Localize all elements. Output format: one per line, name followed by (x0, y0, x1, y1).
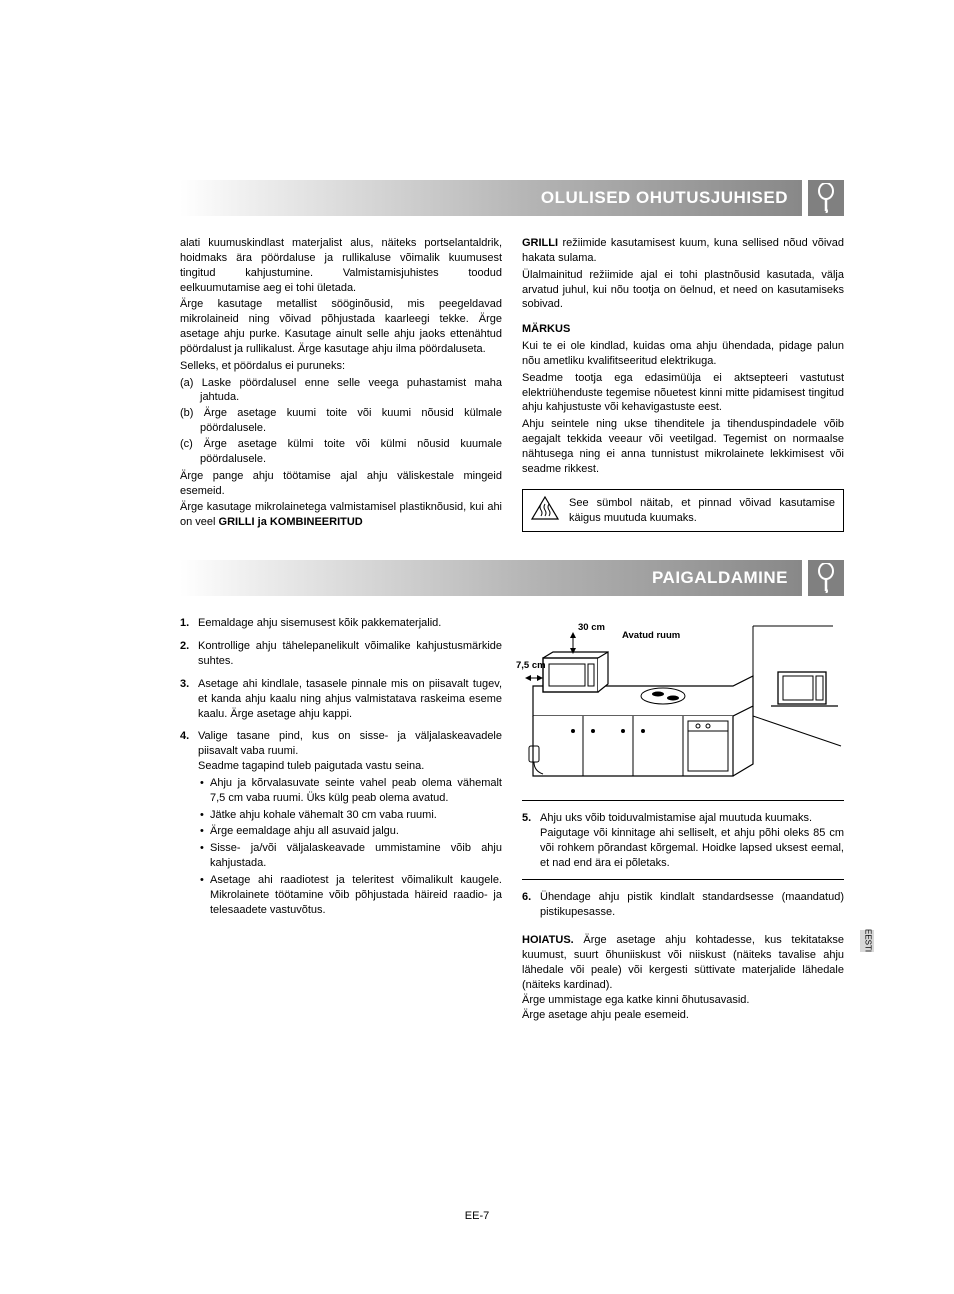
header-gradient: OLULISED OHUTUSJUHISED (180, 180, 802, 216)
text: Valige tasane pind, kus on sisse- ja väl… (198, 730, 502, 757)
list-item: (a) Laske pöördalusel enne selle veega p… (180, 376, 502, 406)
safety-col-right: GRILLI režiimide kasutamisest kuum, kuna… (522, 236, 844, 532)
spoon-icon (814, 563, 838, 593)
bullet: •Jätke ahju kohale vähemalt 30 cm vaba r… (198, 808, 502, 823)
install-columns: 1. Eemaldage ahju sisemusest kõik pakkem… (180, 616, 844, 1022)
bullet: •Sisse- ja/või väljalaskeavade ummistami… (198, 841, 502, 871)
language-tab: EESTI (860, 930, 874, 952)
installation-diagram: 30 cm Avatud ruum 7,5 cm (522, 616, 844, 786)
bullet: •Ärge eemaldage ahju all asuvaid jalgu. (198, 824, 502, 839)
bold-text: HOIATUS. (522, 934, 574, 946)
list-item: 1. Eemaldage ahju sisemusest kõik pakkem… (180, 616, 502, 631)
para: alati kuumuskindlast materjalist alus, n… (180, 236, 502, 295)
diagram-label-open: Avatud ruum (622, 630, 680, 643)
bullet-text: Sisse- ja/või väljalaskeavade ummistamin… (210, 841, 502, 871)
para: Ärge kasutage metallist sööginõusid, mis… (180, 297, 502, 356)
item-number: 3. (180, 677, 198, 722)
para: Ärge kasutage mikrolainetega valmistamis… (180, 500, 502, 530)
para: Ärge ummistage ega katke kinni õhutusava… (522, 993, 844, 1008)
item-text: Asetage ahi kindlale, tasasele pinnale m… (198, 677, 502, 722)
para: Ärge asetage ahju peale esemeid. (522, 1008, 844, 1023)
para: GRILLI režiimide kasutamisest kuum, kuna… (522, 236, 844, 266)
list-item: (c) Ärge asetage külmi toite või külmi n… (180, 437, 502, 467)
item-number: 5. (522, 811, 540, 870)
numbered-list: 1. Eemaldage ahju sisemusest kõik pakkem… (180, 616, 502, 919)
item-text: Kontrollige ahju tähelepanelikult võimal… (198, 639, 502, 669)
para: Ülalmainitud režiimide ajal ei tohi plas… (522, 268, 844, 313)
item-number: 6. (522, 890, 540, 920)
header-icon-box-2 (808, 560, 844, 596)
warning-para: HOIATUS. Ärge asetage ahju kohtadesse, k… (522, 933, 844, 992)
list-item: (b) Ärge asetage kuumi toite või kuumi n… (180, 406, 502, 436)
header-gradient: PAIGALDAMINE (180, 560, 802, 596)
section-header-safety: OLULISED OHUTUSJUHISED (180, 180, 844, 216)
bullet: •Ahju ja kõrvalasuvate seinte vahel peab… (198, 776, 502, 806)
item-text: Eemaldage ahju sisemusest kõik pakkemate… (198, 616, 502, 631)
section-header-install: PAIGALDAMINE (180, 560, 844, 596)
item-number: 4. (180, 729, 198, 919)
diagram-label-75cm: 7,5 cm (516, 660, 546, 673)
text: Ahju uks võib toiduvalmistamise ajal muu… (540, 812, 812, 824)
text: Paigutage või kinnitage ahi selliselt, e… (540, 827, 844, 869)
alpha-list: (a) Laske pöördalusel enne selle veega p… (180, 376, 502, 467)
bullet-text: Jätke ahju kohale vähemalt 30 cm vaba ru… (210, 808, 502, 823)
header-title-1: OLULISED OHUTUSJUHISED (541, 187, 788, 210)
para: Seadme tootja ega edasimüüja ei aktsepte… (522, 371, 844, 416)
item-number: 1. (180, 616, 198, 631)
item-text: Ühendage ahju pistik kindlalt standardse… (540, 890, 844, 920)
bullet-text: Ärge eemaldage ahju all asuvaid jalgu. (210, 824, 502, 839)
bullet-text: Ahju ja kõrvalasuvate seinte vahel peab … (210, 776, 502, 806)
para: Selleks, et pöördalus ei puruneks: (180, 359, 502, 374)
bullet-list: •Ahju ja kõrvalasuvate seinte vahel peab… (198, 776, 502, 918)
bullet-text: Asetage ahi raadiotest ja teleritest või… (210, 873, 502, 918)
para: Ahju seintele ning ukse tihenditele ja t… (522, 417, 844, 476)
warning-text: See sümbol näitab, et pinnad võivad kasu… (569, 496, 835, 526)
bold-text: GRILLI (522, 237, 558, 249)
note-heading: MÄRKUS (522, 322, 844, 337)
bold-text: GRILLI ja KOMBINEERITUD (219, 516, 363, 528)
kitchen-diagram-icon (522, 616, 844, 786)
page-number: EE-7 (465, 1209, 489, 1224)
spoon-icon (814, 183, 838, 213)
bullet: •Asetage ahi raadiotest ja teleritest võ… (198, 873, 502, 918)
list-item: 3. Asetage ahi kindlale, tasasele pinnal… (180, 677, 502, 722)
install-col-right: 30 cm Avatud ruum 7,5 cm 5. Ahju uks või… (522, 616, 844, 1022)
list-item: 4. Valige tasane pind, kus on sisse- ja … (180, 729, 502, 919)
divider (522, 800, 844, 801)
item-text: Valige tasane pind, kus on sisse- ja väl… (198, 729, 502, 919)
item-number: 2. (180, 639, 198, 669)
hot-surface-warning: See sümbol näitab, et pinnad võivad kasu… (522, 489, 844, 533)
list-item: 2. Kontrollige ahju tähelepanelikult või… (180, 639, 502, 669)
para: Ärge pange ahju töötamise ajal ahju väli… (180, 469, 502, 499)
text: režiimide kasutamisest kuum, kuna sellis… (522, 237, 844, 264)
hot-surface-icon (531, 496, 559, 520)
item-text: Ahju uks võib toiduvalmistamise ajal muu… (540, 811, 844, 870)
divider (522, 879, 844, 880)
text: Seadme tagapind tuleb paigutada vastu se… (198, 760, 424, 772)
header-icon-box-1 (808, 180, 844, 216)
diagram-label-30cm: 30 cm (578, 622, 605, 635)
para: Kui te ei ole kindlad, kuidas oma ahju ü… (522, 339, 844, 369)
header-title-2: PAIGALDAMINE (652, 567, 788, 590)
safety-col-left: alati kuumuskindlast materjalist alus, n… (180, 236, 502, 532)
safety-columns: alati kuumuskindlast materjalist alus, n… (180, 236, 844, 532)
install-col-left: 1. Eemaldage ahju sisemusest kõik pakkem… (180, 616, 502, 1022)
list-item: 6. Ühendage ahju pistik kindlalt standar… (522, 890, 844, 920)
list-item: 5. Ahju uks võib toiduvalmistamise ajal … (522, 811, 844, 870)
